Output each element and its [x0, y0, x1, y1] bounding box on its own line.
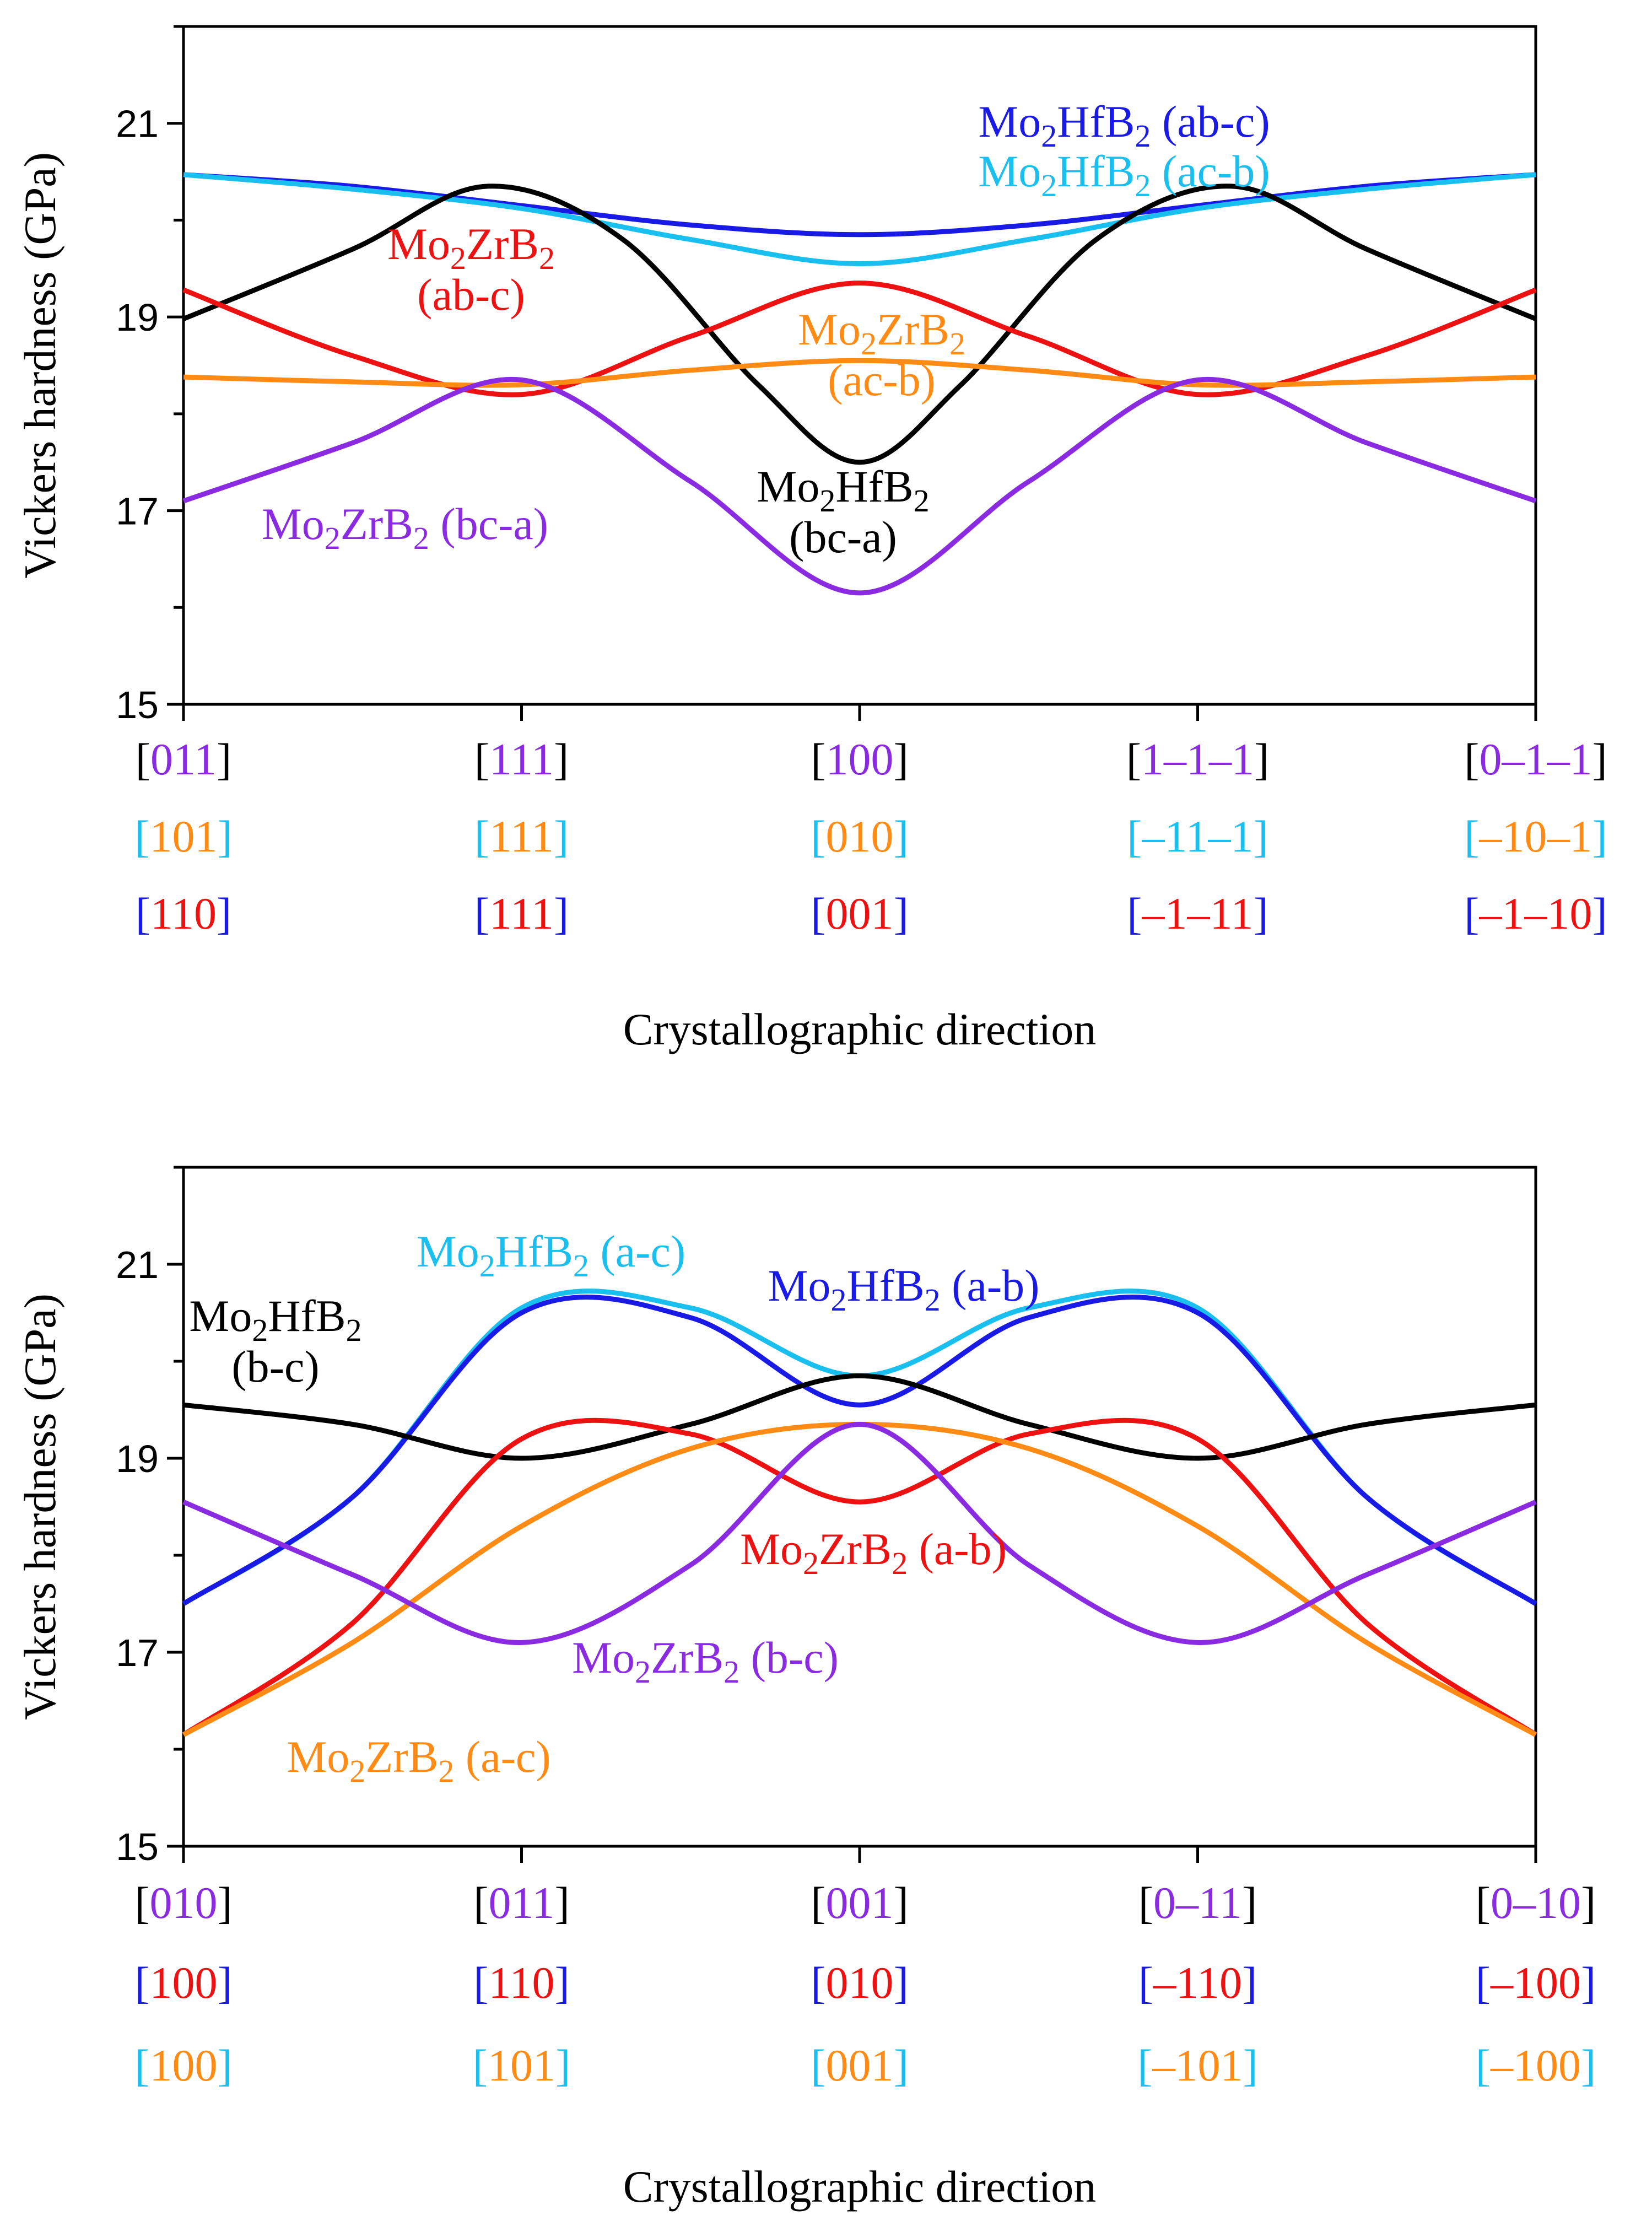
y-tick-label: 21 — [116, 103, 159, 145]
series-line-mo2zrb2-b-c — [182, 1421, 1537, 1645]
x-tick-label: [–101] — [1137, 2040, 1258, 2090]
x-tick-label: [0–1–1] — [1464, 734, 1607, 784]
x-axis-label: Crystallographic direction — [623, 1004, 1096, 1054]
series-label-mo2hfb2-bc-a: Mo2HfB2 — [757, 461, 929, 519]
series-label-mo2hfb2-ac-b: Mo2HfB2 (ac-b) — [978, 146, 1270, 203]
x-tick-label: [001] — [811, 888, 909, 939]
series-line-mo2zrb2-ac-b — [183, 358, 1536, 388]
x-tick-label: [100] — [811, 734, 909, 784]
series-label-mo2zrb2-bc-a: Mo2ZrB2 (bc-a) — [262, 499, 548, 556]
x-tick-label: [011] — [136, 734, 232, 784]
y-tick-label: 15 — [116, 1825, 159, 1868]
series-label-mo2hfb2-ab-c: Mo2HfB2 (ab-c) — [978, 96, 1270, 154]
y-axis-label: Vickers hardness (GPa) — [15, 152, 65, 579]
series-label-mo2zrb2-ac-b: Mo2ZrB2 — [798, 304, 965, 362]
series-line-mo2hfb2-bc-a — [182, 184, 1537, 465]
x-tick-label: [101] — [473, 2040, 571, 2090]
series-line-mo2zrb2-a-b — [182, 1417, 1537, 1737]
series-line-mo2hfb2-ab-c — [183, 172, 1536, 238]
x-tick-label: [–10–1] — [1464, 811, 1607, 861]
x-tick-label: [010] — [811, 811, 909, 861]
x-tick-label: [111] — [474, 888, 569, 939]
x-tick-label: [1–1–1] — [1126, 734, 1270, 784]
x-tick-label: [–1–11] — [1127, 888, 1268, 939]
series-label-mo2zrb2-a-b: Mo2ZrB2 (a-b) — [740, 1524, 1007, 1581]
x-tick-label: [0–10] — [1476, 1878, 1596, 1928]
x-tick-label: [100] — [134, 1958, 233, 2008]
x-tick-label: [001] — [811, 1878, 909, 1928]
series-label-mo2zrb2-ab-c: (ab-c) — [417, 269, 525, 320]
x-tick-label: [0–11] — [1138, 1878, 1257, 1928]
y-tick-label: 19 — [116, 1437, 159, 1480]
y-tick-label: 17 — [116, 490, 159, 533]
series-label-mo2hfb2-b-c: Mo2HfB2 — [189, 1291, 361, 1348]
x-tick-label: [111] — [474, 734, 569, 784]
x-tick-label: [110] — [136, 888, 232, 939]
series-line-mo2zrb2-bc-a — [182, 376, 1537, 596]
series-label-mo2zrb2-ab-c: Mo2ZrB2 — [387, 219, 555, 276]
series-label-mo2zrb2-ac-b: (ac-b) — [828, 355, 936, 405]
series-line-mo2zrb2-a-c — [182, 1421, 1537, 1737]
x-tick-label: [010] — [134, 1878, 233, 1928]
x-axis-label: Crystallographic direction — [623, 2161, 1096, 2212]
x-tick-label: [–100] — [1476, 2040, 1596, 2090]
series-line-mo2hfb2-ac-b — [183, 172, 1536, 266]
series-line-mo2zrb2-ab-c — [182, 281, 1537, 397]
x-tick-label: [001] — [811, 2040, 909, 2090]
series-label-mo2hfb2-bc-a: (bc-a) — [789, 512, 897, 562]
series-label-mo2zrb2-a-c: Mo2ZrB2 (a-c) — [287, 1732, 550, 1789]
series-line-mo2hfb2-a-b — [182, 1295, 1537, 1606]
y-axis-label: Vickers hardness (GPa) — [15, 1293, 65, 1720]
series-label-mo2hfb2-a-c: Mo2HfB2 (a-c) — [417, 1226, 685, 1284]
x-tick-label: [010] — [811, 1958, 909, 2008]
y-tick-label: 21 — [116, 1243, 159, 1286]
top-panel: 15 17 19 21 Vickers hardness (GPa) Crystallog… — [15, 25, 1607, 1054]
bottom-panel: 15 17 19 21 Vickers hardness (GPa) Crystallog… — [15, 1166, 1596, 2212]
y-tick-label: 15 — [116, 683, 159, 726]
x-tick-label: [111] — [474, 811, 569, 861]
series-label-mo2hfb2-a-b: Mo2HfB2 (a-b) — [768, 1260, 1040, 1318]
x-tick-label: [–110] — [1138, 1958, 1257, 2008]
x-tick-label: [101] — [134, 811, 233, 861]
series-label-mo2hfb2-b-c: (b-c) — [231, 1341, 319, 1392]
x-tick-label: [110] — [473, 1958, 570, 2008]
x-tick-label: [011] — [473, 1878, 570, 1928]
x-tick-label: [–100] — [1476, 1958, 1596, 2008]
series-label-mo2zrb2-b-c: Mo2ZrB2 (b-c) — [572, 1632, 839, 1690]
series-line-mo2hfb2-b-c — [183, 1373, 1536, 1461]
x-tick-label: [–11–1] — [1127, 811, 1268, 861]
y-tick-label: 17 — [116, 1631, 159, 1674]
y-tick-label: 19 — [116, 296, 159, 339]
x-tick-label: [–1–10] — [1464, 888, 1607, 939]
x-tick-label: [100] — [134, 2040, 233, 2090]
